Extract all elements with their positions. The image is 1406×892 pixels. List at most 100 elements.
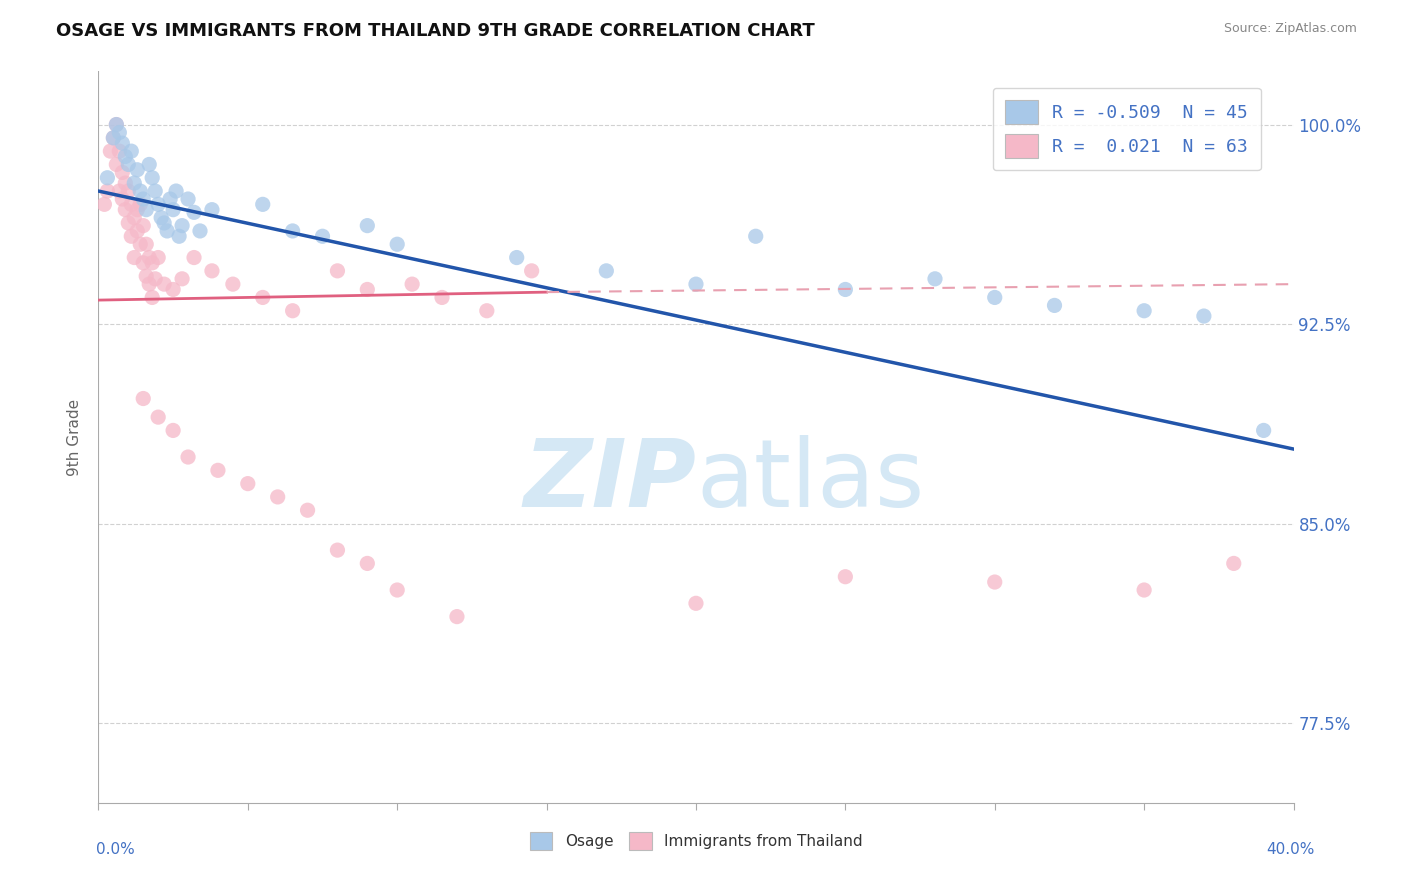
Point — [430, 290, 453, 304]
Text: atlas: atlas — [696, 435, 924, 527]
Point — [297, 503, 319, 517]
Point — [143, 272, 166, 286]
Point — [129, 237, 152, 252]
Text: 40.0%: 40.0% — [1267, 842, 1315, 856]
Point — [1192, 309, 1215, 323]
Point — [138, 251, 160, 265]
Point — [105, 118, 128, 132]
Point — [93, 197, 115, 211]
Point — [108, 144, 131, 158]
Point — [135, 202, 157, 217]
Point — [103, 131, 125, 145]
Text: Source: ZipAtlas.com: Source: ZipAtlas.com — [1223, 22, 1357, 36]
Point — [127, 202, 149, 217]
Point — [252, 197, 274, 211]
Point — [172, 219, 194, 233]
Point — [124, 176, 146, 190]
Point — [236, 476, 259, 491]
Point — [108, 184, 131, 198]
Point — [311, 229, 333, 244]
Point — [685, 277, 707, 292]
Point — [183, 251, 205, 265]
Text: OSAGE VS IMMIGRANTS FROM THAILAND 9TH GRADE CORRELATION CHART: OSAGE VS IMMIGRANTS FROM THAILAND 9TH GR… — [56, 22, 815, 40]
Text: ZIP: ZIP — [523, 435, 696, 527]
Point — [148, 251, 170, 265]
Point — [207, 463, 229, 477]
Point — [183, 205, 205, 219]
Point — [114, 149, 136, 163]
Point — [685, 596, 707, 610]
Point — [167, 229, 190, 244]
Point — [834, 570, 856, 584]
Point — [138, 157, 160, 171]
Point — [401, 277, 423, 292]
Point — [475, 303, 498, 318]
Point — [162, 424, 184, 438]
Point — [1253, 424, 1275, 438]
Point — [127, 224, 149, 238]
Point — [135, 269, 157, 284]
Point — [141, 256, 163, 270]
Point — [111, 136, 134, 151]
Point — [114, 202, 136, 217]
Point — [745, 229, 768, 244]
Point — [108, 126, 131, 140]
Point — [834, 283, 856, 297]
Point — [141, 290, 163, 304]
Point — [156, 224, 179, 238]
Point — [520, 264, 543, 278]
Point — [177, 450, 200, 464]
Point — [120, 229, 142, 244]
Point — [165, 184, 187, 198]
Point — [1043, 298, 1066, 312]
Point — [148, 197, 170, 211]
Point — [1223, 557, 1246, 571]
Point — [326, 264, 349, 278]
Point — [120, 197, 142, 211]
Point — [117, 157, 139, 171]
Y-axis label: 9th Grade: 9th Grade — [66, 399, 82, 475]
Point — [138, 277, 160, 292]
Point — [162, 202, 184, 217]
Point — [326, 543, 349, 558]
Point — [96, 184, 118, 198]
Point — [252, 290, 274, 304]
Point — [924, 272, 946, 286]
Point — [135, 237, 157, 252]
Point — [127, 162, 149, 177]
Point — [117, 184, 139, 198]
Point — [105, 118, 128, 132]
Point — [103, 131, 125, 145]
Text: 0.0%: 0.0% — [96, 842, 135, 856]
Point — [506, 251, 529, 265]
Point — [129, 184, 152, 198]
Point — [124, 251, 146, 265]
Point — [1133, 582, 1156, 597]
Legend: Osage, Immigrants from Thailand: Osage, Immigrants from Thailand — [522, 824, 870, 857]
Point — [222, 277, 245, 292]
Point — [172, 272, 194, 286]
Point — [984, 575, 1007, 590]
Point — [177, 192, 200, 206]
Point — [356, 283, 378, 297]
Point — [201, 202, 224, 217]
Point — [153, 216, 176, 230]
Point — [96, 170, 118, 185]
Point — [201, 264, 224, 278]
Point — [124, 211, 146, 225]
Point — [984, 290, 1007, 304]
Point — [188, 224, 211, 238]
Point — [98, 144, 122, 158]
Point — [356, 557, 378, 571]
Point — [132, 256, 155, 270]
Point — [111, 165, 134, 179]
Point — [281, 303, 304, 318]
Point — [281, 224, 304, 238]
Point — [385, 582, 409, 597]
Point — [267, 490, 290, 504]
Point — [595, 264, 617, 278]
Point — [117, 216, 139, 230]
Point — [153, 277, 176, 292]
Point — [132, 192, 155, 206]
Point — [111, 192, 134, 206]
